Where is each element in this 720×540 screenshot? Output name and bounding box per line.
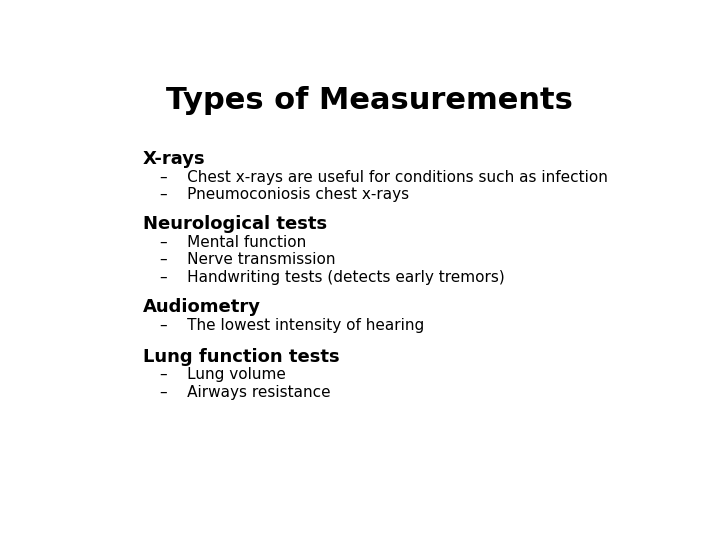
Text: –    Airways resistance: – Airways resistance [160,384,330,400]
Text: X-rays: X-rays [143,150,206,168]
Text: –    Handwriting tests (detects early tremors): – Handwriting tests (detects early tremo… [160,270,505,285]
Text: –    Lung volume: – Lung volume [160,367,286,382]
Text: Audiometry: Audiometry [143,299,261,316]
Text: –    Nerve transmission: – Nerve transmission [160,252,336,267]
Text: –    The lowest intensity of hearing: – The lowest intensity of hearing [160,318,424,333]
Text: –    Chest x-rays are useful for conditions such as infection: – Chest x-rays are useful for conditions… [160,170,608,185]
Text: Lung function tests: Lung function tests [143,348,340,366]
Text: Neurological tests: Neurological tests [143,215,327,233]
Text: Types of Measurements: Types of Measurements [166,85,572,114]
Text: –    Pneumoconiosis chest x-rays: – Pneumoconiosis chest x-rays [160,187,409,202]
Text: –    Mental function: – Mental function [160,235,306,250]
